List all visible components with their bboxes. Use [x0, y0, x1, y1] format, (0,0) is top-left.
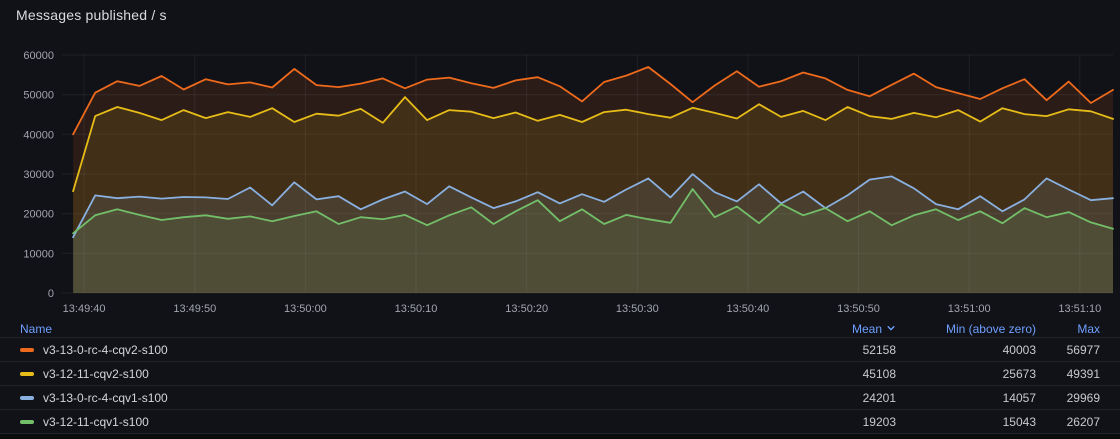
series-name[interactable]: v3-13-0-rc-4-cqv1-s100 [43, 390, 168, 405]
panel-title[interactable]: Messages published / s [16, 7, 167, 23]
max-value: 56977 [1066, 342, 1100, 357]
x-axis-tick-label: 13:50:30 [616, 303, 659, 315]
series-color-indicator[interactable] [20, 395, 34, 400]
series-color-indicator[interactable] [20, 419, 34, 424]
series-area-v3-12-11-cqv1-s100 [73, 189, 1114, 293]
x-axis-tick-label: 13:51:00 [948, 303, 991, 315]
min-value: 14057 [1002, 390, 1036, 405]
mean-value: 19203 [862, 414, 896, 429]
series-area-v3-13-0-rc-4-cqv1-s100 [73, 174, 1114, 293]
legend-header: Name Mean Min (above zero) Max [0, 320, 1120, 337]
y-axis-tick-label: 30000 [23, 169, 54, 181]
series-line-v3-13-0-rc-4-cqv1-s100 [72, 173, 1114, 239]
mean-value: 24201 [862, 390, 896, 405]
x-axis-tick-label: 13:50:10 [395, 303, 438, 315]
series-name[interactable]: v3-13-0-rc-4-cqv2-s100 [43, 342, 168, 357]
y-axis-tick-label: 40000 [23, 129, 54, 141]
x-axis-tick-label: 13:49:50 [173, 303, 216, 315]
series-color-indicator[interactable] [20, 347, 34, 352]
legend-column-name-label: Name [20, 321, 53, 336]
legend-column-min[interactable]: Min (above zero) [945, 321, 1036, 336]
legend-row[interactable]: v3-13-0-rc-4-cqv1-s100 24201 14057 29969 [0, 385, 1120, 409]
series-name[interactable]: v3-12-11-cqv2-s100 [43, 366, 149, 381]
legend-row[interactable]: v3-12-11-cqv2-s100 45108 25673 49391 [0, 361, 1120, 385]
y-axis-tick-label: 20000 [23, 209, 54, 221]
y-axis-tick-label: 0 [48, 288, 54, 300]
x-axis-tick-label: 13:50:00 [284, 303, 327, 315]
x-axis-tick-label: 13:50:40 [726, 303, 769, 315]
series-line-v3-13-0-rc-4-cqv2-s100 [72, 66, 1114, 136]
series-line-v3-12-11-cqv2-s100 [72, 96, 1114, 193]
time-series-chart[interactable]: 0 10000 20000 30000 40000 50000 60000 13:49:40 1… [0, 30, 1120, 320]
x-axis-tick-label: 13:50:20 [505, 303, 548, 315]
max-value: 26207 [1066, 414, 1100, 429]
sort-caret-down-icon [886, 322, 896, 336]
x-axis-tick-label: 13:50:50 [837, 303, 880, 315]
legend-column-mean[interactable]: Mean [806, 322, 896, 336]
series-name[interactable]: v3-12-11-cqv1-s100 [43, 414, 149, 429]
legend-column-mean-label: Mean [851, 321, 882, 336]
y-axis-tick-label: 10000 [23, 248, 54, 260]
panel-bottom-edge [0, 433, 1120, 439]
legend-row[interactable]: v3-12-11-cqv1-s100 19203 15043 26207 [0, 409, 1120, 433]
max-value: 29969 [1066, 390, 1100, 405]
max-value: 49391 [1066, 366, 1100, 381]
mean-value: 45108 [862, 366, 896, 381]
min-value: 15043 [1002, 414, 1036, 429]
series-area-v3-13-0-rc-4-cqv2-s100 [73, 67, 1114, 293]
legend-rows: v3-13-0-rc-4-cqv2-s100 52158 40003 56977 v3-… [0, 337, 1120, 433]
x-axis-tick-label: 13:49:40 [63, 303, 106, 315]
mean-value: 52158 [862, 342, 896, 357]
series-area-v3-12-11-cqv2-s100 [73, 97, 1114, 293]
x-axis-tick-label: 13:51:10 [1058, 303, 1101, 315]
legend-column-name[interactable]: Name [20, 322, 806, 336]
legend-row[interactable]: v3-13-0-rc-4-cqv2-s100 52158 40003 56977 [0, 337, 1120, 361]
series-color-indicator[interactable] [20, 371, 34, 376]
series-line-v3-12-11-cqv1-s100 [72, 188, 1114, 235]
legend-table: Name Mean Min (above zero) Max v3-13-0-r… [0, 320, 1120, 433]
legend-column-max[interactable]: Max [1077, 321, 1100, 336]
y-axis-tick-label: 60000 [23, 50, 54, 62]
min-value: 25673 [1002, 366, 1036, 381]
min-value: 40003 [1002, 342, 1036, 357]
y-axis-tick-label: 50000 [23, 90, 54, 102]
